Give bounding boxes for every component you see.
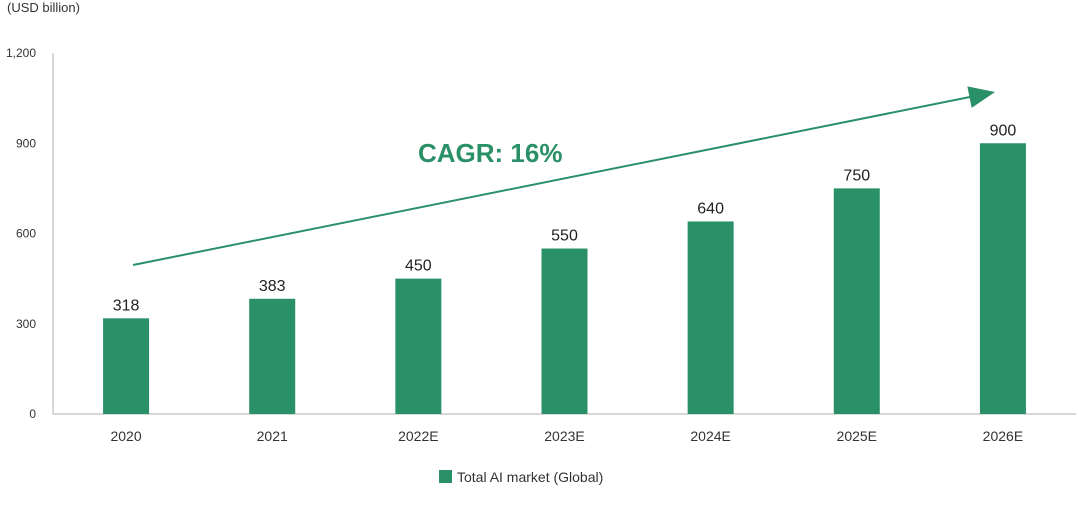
data-label: 450 [405, 258, 432, 275]
unit-label: (USD billion) [7, 0, 80, 15]
bar [249, 298, 296, 414]
y-tick-label: 0 [29, 407, 36, 421]
data-label: 550 [551, 228, 578, 245]
data-label: 640 [697, 200, 724, 217]
x-tick-label: 2024E [690, 428, 730, 444]
x-tick-label: 2021 [257, 428, 288, 444]
y-tick-label: 600 [16, 227, 36, 241]
x-tick-label: 2023E [544, 428, 584, 444]
cagr-arrow-line [132, 95, 974, 266]
data-label: 383 [259, 278, 286, 295]
x-tick-label: 2025E [837, 428, 877, 444]
legend-label: Total AI market (Global) [457, 469, 603, 485]
bar [395, 278, 442, 414]
bar [541, 248, 588, 414]
x-tick-label: 2022E [398, 428, 438, 444]
bar [979, 143, 1026, 414]
x-tick-label: 2026E [983, 428, 1023, 444]
bar [833, 188, 880, 414]
cagr-arrow-head [967, 86, 995, 108]
bar [687, 221, 734, 414]
data-label: 318 [113, 297, 140, 314]
legend-swatch [439, 470, 452, 483]
y-tick-label: 1,200 [6, 46, 36, 60]
cagr-annotation: CAGR: 16% [418, 138, 562, 168]
data-label: 900 [990, 122, 1017, 139]
data-label: 750 [843, 167, 870, 184]
y-tick-label: 900 [16, 136, 36, 150]
legend: Total AI market (Global) [439, 469, 603, 485]
x-tick-label: 2020 [110, 428, 141, 444]
y-tick-label: 300 [16, 317, 36, 331]
bar [103, 318, 150, 414]
